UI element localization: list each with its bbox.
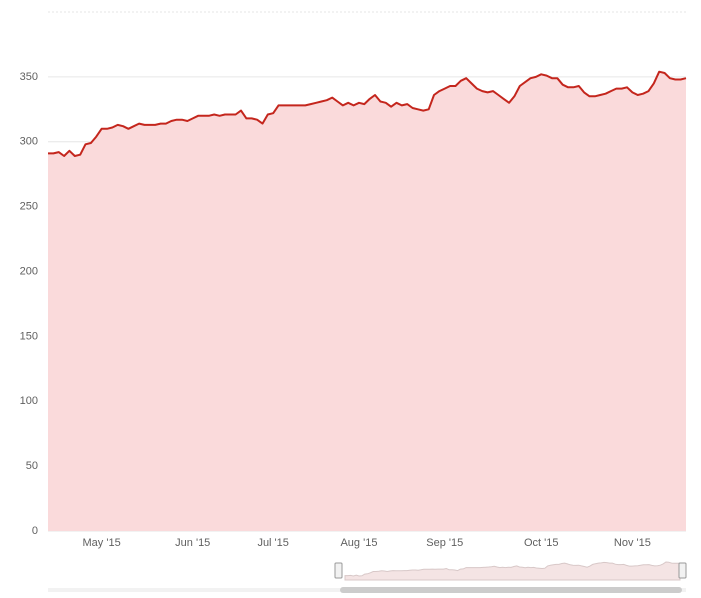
x-tick-label: May '15 [83, 537, 121, 549]
x-tick-label: Oct '15 [524, 537, 559, 549]
x-tick-label: Sep '15 [426, 537, 463, 549]
navigator-handle [678, 562, 687, 579]
area-fill [48, 71, 686, 531]
x-tick-label: Aug '15 [340, 537, 377, 549]
y-tick-label: 100 [20, 395, 38, 407]
labels: 0 50 100 150 200 250 300 350 May '15 Jun '15 Jul '… [20, 71, 651, 549]
x-tick-label: Jul '15 [257, 537, 288, 549]
scrollbar-thumb[interactable] [340, 587, 682, 593]
y-tick-label: 200 [20, 265, 38, 277]
y-tick-label: 0 [32, 525, 38, 537]
y-tick-label: 350 [20, 71, 38, 83]
navigator [48, 561, 687, 593]
y-tick-label: 300 [20, 136, 38, 148]
plot [48, 70, 687, 531]
area-line [48, 70, 687, 157]
y-tick-label: 150 [20, 330, 38, 342]
navigator-handle [334, 562, 343, 579]
y-tick-label: 250 [20, 201, 38, 213]
navigator-area [344, 561, 681, 581]
y-tick-label: 50 [26, 460, 38, 472]
x-tick-label: Jun '15 [175, 537, 210, 549]
x-tick-label: Nov '15 [614, 537, 651, 549]
